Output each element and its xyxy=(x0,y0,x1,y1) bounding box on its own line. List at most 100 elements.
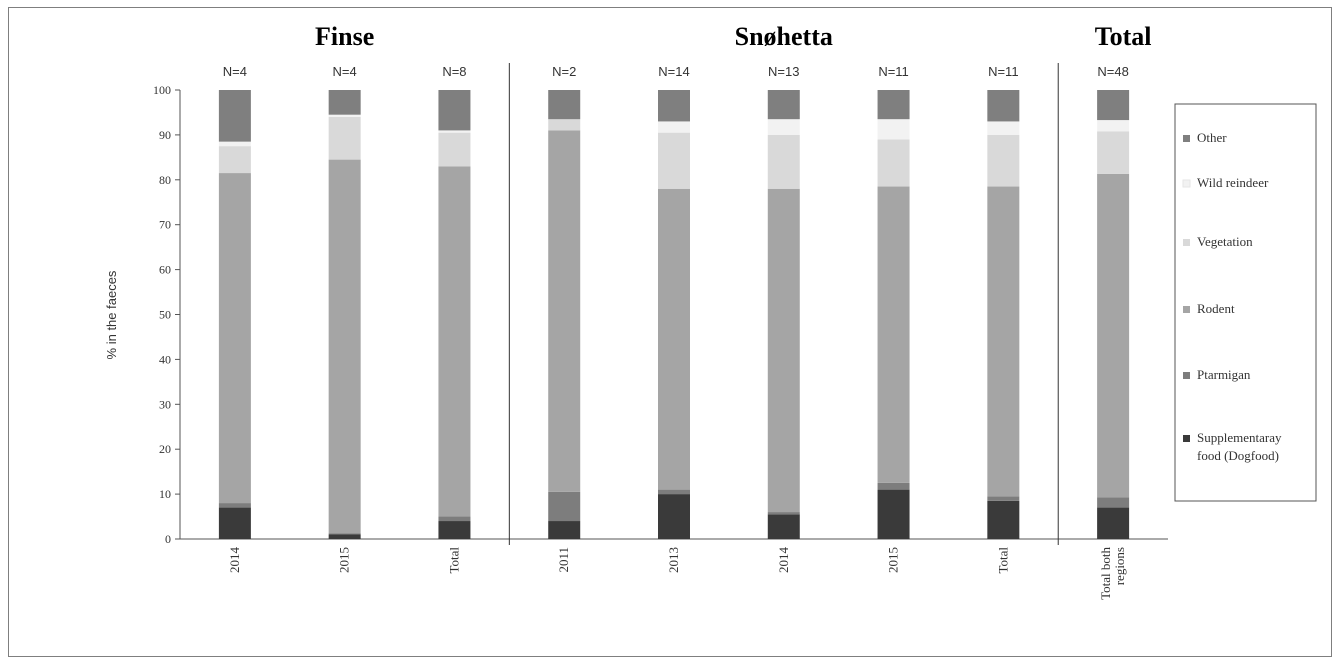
bar-segment xyxy=(768,514,800,539)
y-tick-label: 20 xyxy=(159,442,171,456)
x-tick-label: Total xyxy=(995,547,1010,574)
x-tick-label: Total xyxy=(446,547,461,574)
legend-swatch xyxy=(1183,180,1190,187)
bar-segment xyxy=(768,119,800,135)
legend-swatch xyxy=(1183,306,1190,313)
x-tick-label: 2011 xyxy=(556,547,571,573)
bar-segment xyxy=(329,90,361,115)
sample-size-label: N=4 xyxy=(223,64,247,79)
bar-segment xyxy=(658,90,690,121)
legend-label: Wild reindeer xyxy=(1197,175,1269,190)
y-tick-label: 0 xyxy=(165,532,171,546)
bar-segment xyxy=(658,494,690,539)
bar-segment xyxy=(219,508,251,539)
bar-segment xyxy=(329,535,361,539)
sample-size-label: N=2 xyxy=(552,64,576,79)
bar-segment xyxy=(768,512,800,514)
bar-segment xyxy=(1097,508,1129,539)
bar-segment xyxy=(1097,497,1129,507)
legend-swatch xyxy=(1183,135,1190,142)
bar-segment xyxy=(768,90,800,119)
sample-size-label: N=4 xyxy=(333,64,357,79)
bar-segment xyxy=(878,139,910,186)
x-tick-label: 2013 xyxy=(666,547,681,573)
bar-segment xyxy=(878,490,910,539)
bar-segment xyxy=(987,90,1019,121)
bar-segment xyxy=(438,521,470,539)
bar-segment xyxy=(329,117,361,160)
legend-label: Vegetation xyxy=(1197,234,1253,249)
bar-segment xyxy=(1097,174,1129,497)
region-title: Snøhetta xyxy=(735,22,833,51)
bar-segment xyxy=(987,187,1019,497)
x-tick-label: 2015 xyxy=(337,547,352,573)
bar-segment xyxy=(987,135,1019,187)
bar-segment xyxy=(438,166,470,516)
bar-segment xyxy=(1097,120,1129,131)
bar-segment xyxy=(548,90,580,119)
bar-segment xyxy=(1097,90,1129,120)
bar-segment xyxy=(987,501,1019,539)
legend-label: Rodent xyxy=(1197,301,1235,316)
x-tick-label: regions xyxy=(1112,547,1127,585)
bar-segment xyxy=(878,90,910,119)
bar-segment xyxy=(219,90,251,142)
sample-size-label: N=48 xyxy=(1097,64,1128,79)
bar-segment xyxy=(219,142,251,146)
y-tick-label: 30 xyxy=(159,397,171,411)
bar-segment xyxy=(768,189,800,512)
y-tick-label: 100 xyxy=(153,83,171,97)
sample-size-label: N=8 xyxy=(442,64,466,79)
bar-segment xyxy=(987,121,1019,134)
bar-segment xyxy=(438,517,470,521)
sample-size-label: N=11 xyxy=(988,64,1018,79)
bar-segment xyxy=(658,189,690,490)
bar-segment xyxy=(548,119,580,130)
bar-segment xyxy=(438,90,470,130)
bar-segment xyxy=(987,496,1019,500)
y-tick-label: 40 xyxy=(159,352,171,366)
x-tick-label: Total both xyxy=(1098,547,1113,600)
x-tick-label: 2014 xyxy=(776,547,791,574)
bar-segment xyxy=(548,521,580,539)
legend-swatch xyxy=(1183,372,1190,379)
chart-marks: 0 10 20 30 40 50 60 70 80 90 100 Finse Snøhetta Total… xyxy=(153,22,1168,600)
bar-segment xyxy=(329,533,361,534)
bar-segment xyxy=(878,187,910,483)
legend-label: Ptarmigan xyxy=(1197,367,1251,382)
bar-segment xyxy=(658,490,690,494)
bar-segment xyxy=(438,130,470,132)
legend-swatch xyxy=(1183,239,1190,246)
bar-segment xyxy=(768,135,800,189)
region-title: Total xyxy=(1095,22,1152,51)
bar-segment xyxy=(658,121,690,132)
region-title: Finse xyxy=(315,22,374,51)
y-axis-label: % in the faeces xyxy=(104,270,119,359)
bar-segment xyxy=(438,133,470,167)
y-tick-label: 10 xyxy=(159,487,171,501)
bar-segment xyxy=(329,160,361,534)
legend-label: Other xyxy=(1197,130,1227,145)
bar-segment xyxy=(548,492,580,521)
sample-size-label: N=13 xyxy=(768,64,799,79)
bar-segment xyxy=(1097,131,1129,174)
bar-segment xyxy=(658,133,690,189)
x-tick-label: 2014 xyxy=(227,547,242,574)
y-tick-label: 50 xyxy=(159,308,171,322)
bar-segment xyxy=(219,503,251,507)
bar-segment xyxy=(878,483,910,490)
legend: Other Wild reindeer Vegetation Rodent Ptarmi… xyxy=(1175,104,1316,501)
sample-size-label: N=14 xyxy=(658,64,689,79)
x-tick-label: 2015 xyxy=(886,547,901,573)
y-tick-label: 80 xyxy=(159,173,171,187)
bar-segment xyxy=(548,130,580,491)
bar-segment xyxy=(219,173,251,503)
legend-label: food (Dogfood) xyxy=(1197,448,1279,463)
sample-size-label: N=11 xyxy=(878,64,908,79)
legend-label: Supplementaray xyxy=(1197,430,1282,445)
legend-swatch xyxy=(1183,435,1190,442)
bar-segment xyxy=(878,119,910,139)
bar-segment xyxy=(329,115,361,117)
y-tick-label: 70 xyxy=(159,218,171,232)
